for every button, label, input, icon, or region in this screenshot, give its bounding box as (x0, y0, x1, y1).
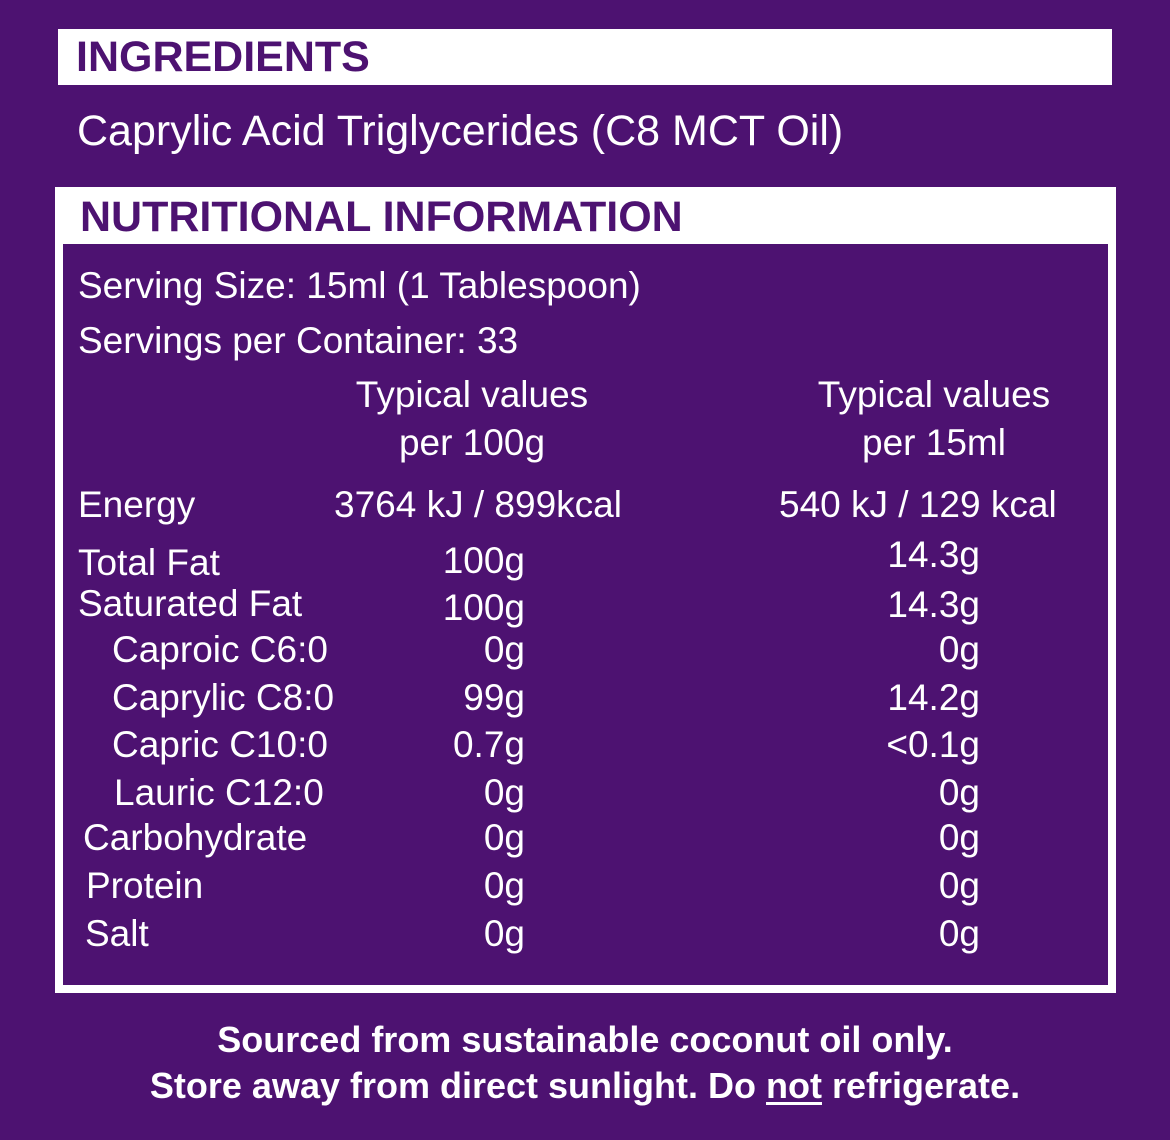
row-label: Carbohydrate (83, 817, 308, 858)
value-per-100g: 100g (442, 587, 525, 628)
column-header-line1: Typical values (355, 374, 589, 415)
column-header-line2: per 100g (398, 422, 546, 463)
value-per-100g: 0g (483, 772, 525, 813)
value-per-15ml: 14.2g (887, 677, 980, 718)
value-per-15ml: 0g (938, 772, 980, 813)
nutrition-title: NUTRITIONAL INFORMATION (80, 193, 683, 241)
value-per-15ml: 14.3g (887, 534, 980, 575)
value-per-15ml: 540 kJ / 129 kcal (779, 484, 1057, 525)
value-per-100g: 0.7g (452, 724, 525, 765)
value-per-100g: 0g (483, 913, 525, 954)
column-header-line1: Typical values (817, 374, 1051, 415)
row-label: Energy (78, 484, 196, 525)
column-header-line2: per 15ml (862, 422, 1006, 463)
ingredients-header: INGREDIENTS (58, 29, 1112, 85)
row-label: Lauric C12:0 (114, 772, 324, 813)
column-header-per-100g: Typical values per 100g (301, 371, 643, 467)
value-per-100g: 0g (483, 817, 525, 858)
value-per-15ml: 14.3g (887, 584, 980, 625)
footer-storage-text: Store away from direct sunlight. Do (149, 1065, 767, 1106)
footer-storage-text-end: refrigerate. (821, 1065, 1021, 1106)
nutrition-table: Serving Size: 15ml (1 Tablespoon) Servin… (63, 244, 1108, 985)
value-per-100g: 0g (483, 629, 525, 670)
value-per-15ml: 0g (938, 913, 980, 954)
value-per-15ml: 0g (938, 629, 980, 670)
row-label: Total Fat (78, 542, 220, 583)
serving-size: Serving Size: 15ml (1 Tablespoon) (78, 265, 641, 306)
value-per-15ml: <0.1g (886, 724, 980, 765)
row-label: Capric C10:0 (112, 724, 328, 765)
value-per-100g: 100g (442, 540, 525, 581)
servings-per-container: Servings per Container: 33 (78, 320, 519, 361)
footer-sourcing-note: Sourced from sustainable coconut oil onl… (217, 1019, 953, 1060)
value-per-100g: 3764 kJ / 899kcal (334, 484, 622, 525)
row-label: Protein (86, 865, 204, 906)
footer-emphasis-not: not (766, 1065, 822, 1106)
value-per-100g: 99g (463, 677, 525, 718)
row-label: Salt (85, 913, 149, 954)
nutrition-panel: NUTRITIONAL INFORMATION Serving Size: 15… (55, 187, 1116, 993)
value-per-15ml: 0g (938, 865, 980, 906)
row-label: Caprylic C8:0 (112, 677, 335, 718)
ingredients-title: INGREDIENTS (76, 33, 370, 81)
row-label: Saturated Fat (78, 583, 303, 624)
value-per-100g: 0g (483, 865, 525, 906)
value-per-15ml: 0g (938, 817, 980, 858)
footer-storage-note: Store away from direct sunlight. Do not … (0, 1063, 1170, 1109)
column-header-per-15ml: Typical values per 15ml (763, 371, 1105, 467)
ingredients-text: Caprylic Acid Triglycerides (C8 MCT Oil) (77, 107, 844, 155)
row-label: Caproic C6:0 (112, 629, 328, 670)
